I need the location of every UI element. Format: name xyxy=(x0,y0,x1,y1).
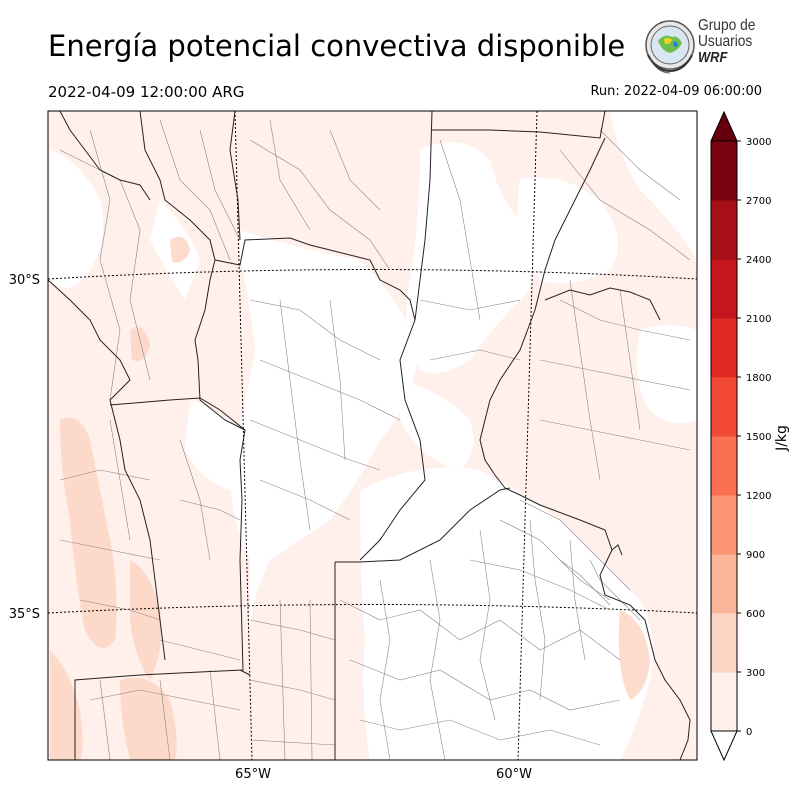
colorbar-tick-label: 2400 xyxy=(746,255,771,266)
lon-label-60w: 60°W xyxy=(496,767,532,782)
wrf-users-group-logo: Grupo de Usuarios WRF xyxy=(638,15,778,75)
colorbar-unit-label: J/kg xyxy=(774,425,790,452)
colorbar-frame xyxy=(710,140,738,732)
valid-time: 2022-04-09 12:00:00 ARG xyxy=(48,83,245,101)
lat-label-30s: 30°S xyxy=(9,273,40,288)
logo-line-2: Usuarios xyxy=(698,33,753,50)
colorbar-segment xyxy=(711,318,737,378)
colorbar-segment xyxy=(711,554,737,614)
run-time: Run: 2022-04-09 06:00:00 xyxy=(590,84,762,99)
colorbar-tick-label: 1800 xyxy=(746,373,771,384)
province-boundaries xyxy=(48,111,661,760)
colorbar-tick-label: 0 xyxy=(746,727,752,738)
map-title: Energía potencial convectiva disponible xyxy=(48,29,626,63)
colorbar-segment xyxy=(711,200,737,260)
graticule xyxy=(48,111,697,760)
colorbar-under-extension xyxy=(710,730,738,762)
logo-line-3: WRF xyxy=(698,49,728,66)
colorbar-segment xyxy=(711,613,737,673)
coastline xyxy=(599,544,691,760)
colorbar-segment xyxy=(711,436,737,496)
colorbar-segment xyxy=(711,141,737,201)
colorbar-tick-label: 1200 xyxy=(746,491,771,502)
colorbar-segment xyxy=(711,259,737,319)
colorbar-tick-label: 3000 xyxy=(746,137,771,148)
colorbar-segment xyxy=(711,672,737,732)
colorbar: 0 300 600 900 1200 1500 1800 2100 2400 2700 3000 xyxy=(710,110,771,762)
globe-logo-icon xyxy=(645,20,695,74)
department-boundaries xyxy=(59,119,691,760)
colorbar-segment xyxy=(711,495,737,555)
logo-text: Grupo de Usuarios WRF xyxy=(698,18,755,66)
cape-zero-areas xyxy=(50,111,697,760)
colorbar-segment xyxy=(711,377,737,437)
lat-label-35s: 35°S xyxy=(9,607,40,622)
map-panel xyxy=(48,111,697,760)
colorbar-tick-label: 2700 xyxy=(746,196,771,207)
logo-line-1: Grupo de xyxy=(698,17,756,34)
colorbar-tick-label: 300 xyxy=(746,668,765,679)
lon-label-65w: 65°W xyxy=(235,767,271,782)
colorbar-over-extension xyxy=(710,110,738,142)
cape-shading xyxy=(48,111,697,760)
cape-moderate-areas xyxy=(50,236,650,760)
colorbar-tick-label: 900 xyxy=(746,550,765,561)
colorbar-tick-label: 2100 xyxy=(746,314,771,325)
map-frame xyxy=(47,110,698,761)
colorbar-tick-label: 1500 xyxy=(746,432,771,443)
colorbar-tick-label: 600 xyxy=(746,609,765,620)
